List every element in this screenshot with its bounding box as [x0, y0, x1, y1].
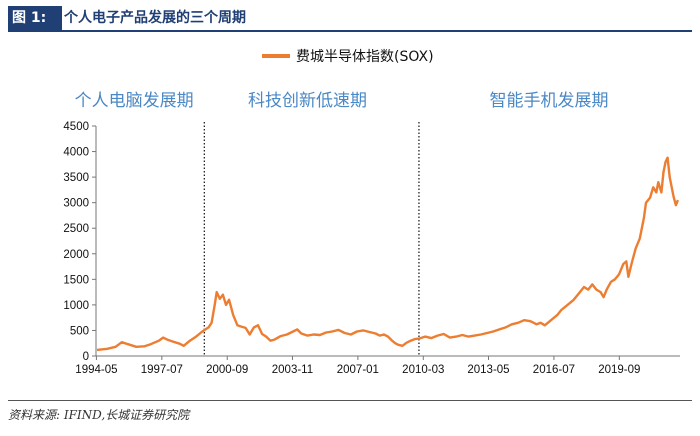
x-axis: 1994-05 1997-07 2000-09 2003-11 2007-01 2010-… [75, 355, 680, 376]
y-tick-label: 2000 [63, 249, 89, 261]
y-tick-label: 4000 [63, 147, 89, 159]
series-line-sox [96, 156, 680, 352]
x-tick-label: 1997-07 [141, 364, 183, 376]
y-tick-label: 3000 [63, 198, 89, 210]
figure-label: 图 1: [8, 6, 62, 30]
y-tick-label: 4500 [63, 121, 89, 133]
y-tick-label: 500 [70, 325, 89, 337]
x-tick-label: 2010-03 [402, 364, 444, 376]
period-label: 个人电脑发展期 [75, 91, 194, 111]
source-rule [8, 400, 692, 401]
x-tick-label: 2007-01 [337, 364, 379, 376]
x-tick-label: 2019-09 [598, 364, 640, 376]
figure-header: 图 1: 个人电子产品发展的三个周期 [8, 6, 692, 32]
y-tick-label: 2500 [63, 223, 89, 235]
y-axis: 0 500 1000 1500 2000 2500 3000 3500 4000 4500 [63, 121, 97, 363]
figure-title: 个人电子产品发展的三个周期 [64, 10, 246, 26]
y-tick-label: 3500 [63, 172, 89, 184]
source-note: 资料来源: IFIND,长城证券研究院 [8, 408, 190, 422]
x-tick-label: 2003-11 [272, 364, 313, 376]
header-rule [8, 30, 692, 32]
period-label: 智能手机发展期 [489, 91, 608, 111]
x-tick-label: 1994-05 [75, 364, 117, 376]
series-group [96, 156, 680, 352]
chart-legend: 费城半导体指数(SOX) [262, 49, 434, 65]
period-label: 科技创新低速期 [248, 91, 367, 111]
y-tick-label: 1000 [63, 300, 89, 312]
period-dividers [203, 122, 420, 356]
x-tick-label: 2000-09 [206, 364, 248, 376]
y-tick-label: 1500 [63, 274, 89, 286]
x-tick-label: 2013-05 [467, 364, 509, 376]
legend-label: 费城半导体指数(SOX) [296, 49, 434, 65]
y-tick-label: 0 [83, 351, 89, 363]
period-labels: 个人电脑发展期 科技创新低速期 智能手机发展期 [75, 91, 609, 111]
x-tick-label: 2016-07 [533, 364, 575, 376]
